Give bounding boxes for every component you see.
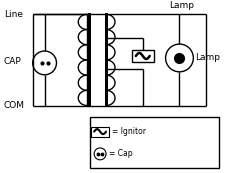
Text: COM: COM	[4, 101, 25, 110]
Text: = Cap: = Cap	[109, 149, 133, 158]
Bar	[132, 49, 154, 62]
Text: Lamp: Lamp	[169, 1, 195, 10]
Bar	[88, 13, 91, 107]
Text: Line: Line	[4, 10, 23, 19]
Bar	[90, 117, 219, 168]
Text: Lamp: Lamp	[195, 53, 220, 62]
Bar	[105, 13, 108, 107]
Text: CAP: CAP	[4, 57, 22, 66]
Text: = Ignitor: = Ignitor	[112, 127, 146, 136]
Bar	[91, 127, 109, 136]
